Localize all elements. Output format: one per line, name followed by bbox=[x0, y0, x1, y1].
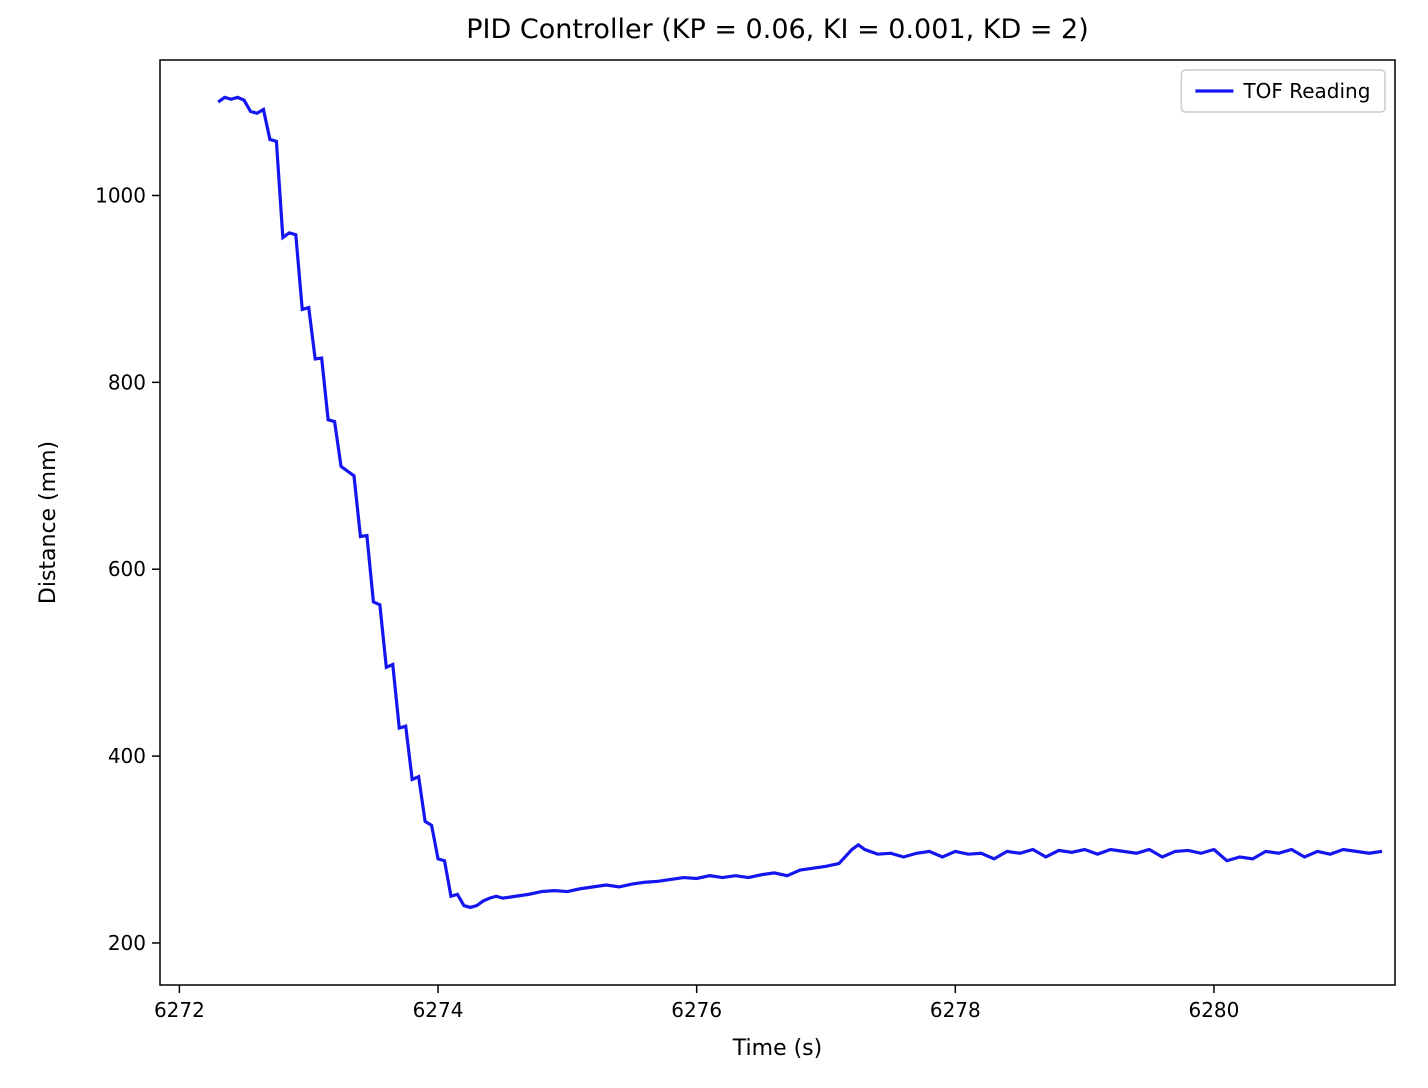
y-tick-label: 600 bbox=[108, 557, 146, 581]
legend: TOF Reading bbox=[1181, 70, 1385, 112]
chart-svg: 6272 6274 6276 6278 6280 200 400 600 800 1000 PI… bbox=[0, 0, 1428, 1088]
x-tick-label: 6274 bbox=[413, 998, 464, 1022]
y-tick-label: 1000 bbox=[95, 183, 146, 207]
y-ticks: 200 400 600 800 1000 bbox=[95, 183, 160, 954]
legend-label: TOF Reading bbox=[1242, 79, 1370, 103]
x-tick-label: 6276 bbox=[671, 998, 722, 1022]
tof-reading-line bbox=[218, 97, 1382, 907]
pid-chart-figure: 6272 6274 6276 6278 6280 200 400 600 800 1000 PI… bbox=[0, 0, 1428, 1088]
y-tick-label: 400 bbox=[108, 744, 146, 768]
plot-border bbox=[160, 60, 1395, 985]
y-tick-label: 800 bbox=[108, 370, 146, 394]
x-tick-label: 6272 bbox=[154, 998, 205, 1022]
x-tick-label: 6278 bbox=[930, 998, 981, 1022]
y-axis-label: Distance (mm) bbox=[36, 441, 61, 604]
x-tick-label: 6280 bbox=[1188, 998, 1239, 1022]
x-ticks: 6272 6274 6276 6278 6280 bbox=[154, 985, 1239, 1022]
chart-title: PID Controller (KP = 0.06, KI = 0.001, K… bbox=[466, 14, 1089, 45]
x-axis-label: Time (s) bbox=[732, 1036, 822, 1061]
y-tick-label: 200 bbox=[108, 931, 146, 955]
